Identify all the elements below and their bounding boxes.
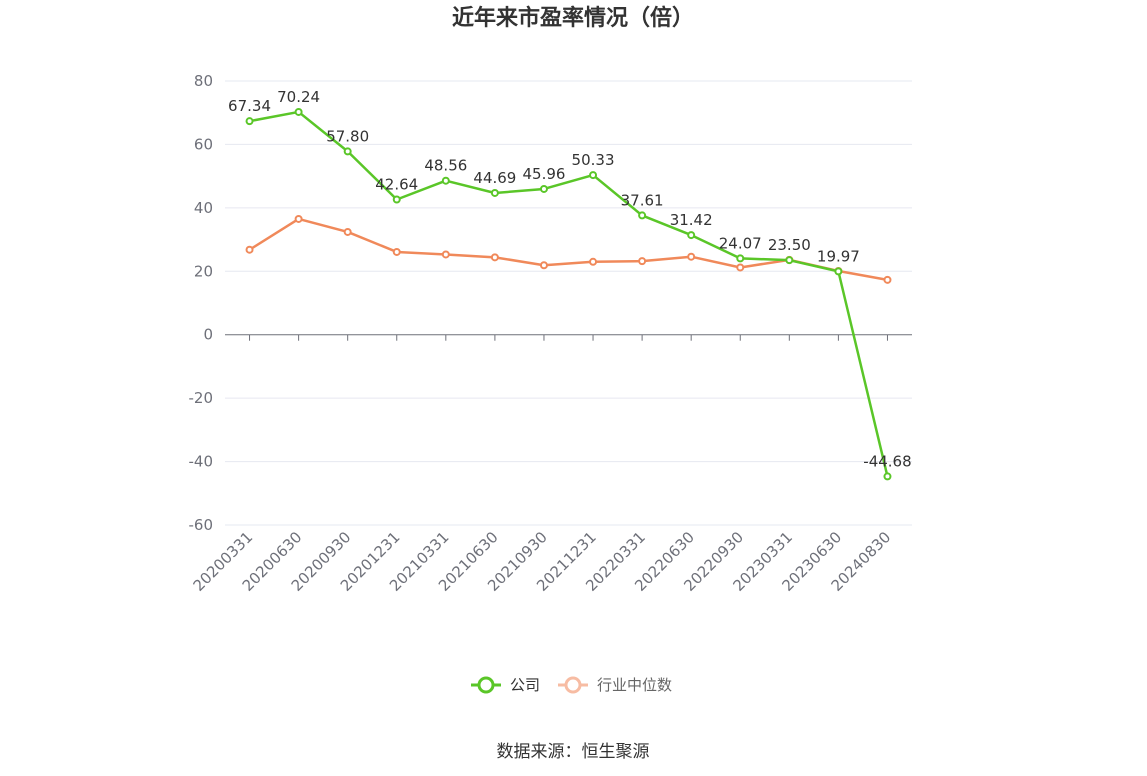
y-tick-label: -40 (189, 453, 214, 471)
company-point[interactable] (883, 472, 892, 481)
legend-company-label: 公司 (510, 676, 540, 694)
company-point[interactable] (441, 176, 450, 185)
company-point[interactable] (834, 267, 843, 276)
company-point[interactable] (392, 195, 401, 204)
industry-median-point[interactable] (245, 245, 254, 254)
company-data-label: 57.80 (326, 127, 369, 145)
company-point[interactable] (490, 188, 499, 197)
industry-median-point[interactable] (589, 257, 598, 266)
data-source: 数据来源：恒生聚源 (497, 742, 650, 762)
industry-median-point[interactable] (883, 275, 892, 284)
legend-item-company[interactable]: 公司 (471, 676, 540, 694)
industry-median-point[interactable] (539, 261, 548, 270)
company-point[interactable] (589, 171, 598, 180)
y-tick-label: 60 (194, 135, 213, 153)
grid-layer (225, 80, 912, 526)
company-data-label: 24.07 (719, 234, 762, 252)
company-data-label: 67.34 (228, 97, 271, 115)
company-data-label: 19.97 (817, 247, 860, 265)
company-data-label: 42.64 (375, 175, 418, 193)
industry-median-point[interactable] (441, 250, 450, 259)
company-data-label: 44.69 (473, 169, 516, 187)
industry-median-point[interactable] (392, 247, 401, 256)
industry-median-point[interactable] (736, 263, 745, 272)
industry-median-point[interactable] (294, 214, 303, 223)
company-point[interactable] (736, 254, 745, 263)
axis-layer: 806040200-20-40-602020033120200630202009… (189, 72, 912, 595)
legend-item-industry-median[interactable]: 行业中位数 (558, 676, 672, 694)
company-data-label: -44.68 (863, 452, 911, 470)
industry-median-point[interactable] (638, 257, 647, 266)
company-data-label: 37.61 (621, 191, 664, 209)
data-label-layer: 67.34 70.24 57.80 42.64 48.56 44.69 45.96 50.33… (228, 88, 912, 470)
y-tick-label: 80 (194, 72, 213, 90)
industry-median-series-line (248, 217, 888, 282)
industry-median-point[interactable] (490, 253, 499, 262)
company-data-label: 45.96 (522, 165, 565, 183)
y-tick-label: 20 (194, 262, 213, 280)
company-data-label: 31.42 (670, 211, 713, 229)
y-tick-label: -60 (189, 516, 214, 534)
y-tick-label: -20 (189, 389, 214, 407)
legend-industry-label: 行业中位数 (597, 676, 672, 694)
company-data-label: 23.50 (768, 236, 811, 254)
company-point[interactable] (245, 117, 254, 126)
company-point[interactable] (294, 107, 303, 116)
company-data-label: 50.33 (572, 151, 615, 169)
company-point[interactable] (539, 184, 548, 193)
legend[interactable]: 公司 行业中位数 (471, 676, 672, 694)
y-tick-label: 0 (203, 326, 213, 344)
y-tick-label: 40 (194, 199, 213, 217)
industry-median-point[interactable] (687, 252, 696, 261)
chart-title: 近年来市盈率情况（倍） (452, 5, 694, 31)
company-data-label: 48.56 (424, 157, 467, 175)
company-point[interactable] (687, 231, 696, 240)
legend-company-marker (477, 676, 495, 694)
company-point[interactable] (343, 147, 352, 156)
industry-median-point[interactable] (343, 227, 352, 236)
company-point[interactable] (785, 256, 794, 265)
series-layer (245, 107, 892, 481)
company-data-label: 70.24 (277, 88, 320, 106)
company-series-line (249, 110, 889, 477)
company-point[interactable] (638, 211, 647, 220)
legend-industry-marker (564, 676, 582, 694)
